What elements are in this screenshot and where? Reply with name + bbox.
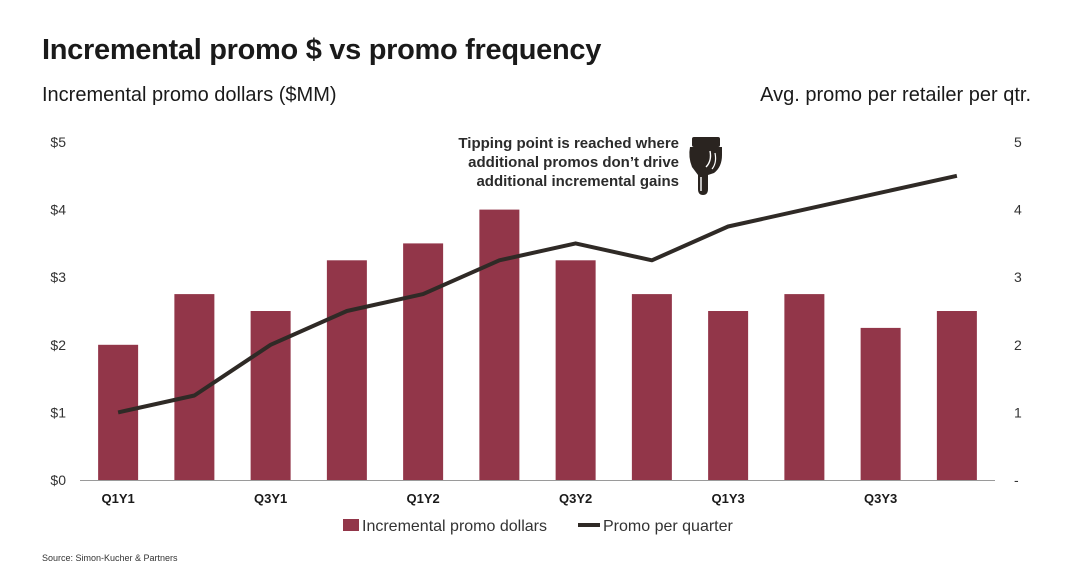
left-tick-label: $3: [50, 269, 66, 285]
right-axis-ticks: - 1 2 3 4 5: [1014, 134, 1022, 488]
bar-Q1Y3: [708, 311, 749, 480]
bar-Q2Y2: [479, 209, 520, 480]
right-tick-label: 1: [1014, 404, 1022, 420]
source-note: Source: Simon-Kucher & Partners: [42, 553, 178, 563]
annotation-line-2: additional promos don’t drive: [468, 154, 679, 171]
bar-Q3Y1: [250, 311, 291, 480]
x-tick-label: Q3Y1: [254, 491, 287, 506]
bar-Q4Y1: [326, 260, 367, 480]
x-tick-label: Q3Y2: [559, 491, 592, 506]
x-tick-label: Q1Y1: [102, 491, 135, 506]
pointing-hand-icon: [689, 137, 722, 195]
legend-swatch-bars: [343, 519, 359, 531]
x-tick-label: Q1Y2: [407, 491, 440, 506]
x-axis-ticks: Q1Y1 Q3Y1 Q1Y2 Q3Y2 Q1Y3 Q3Y3: [102, 491, 898, 506]
right-axis-title: Avg. promo per retailer per qtr.: [760, 84, 1031, 106]
left-tick-label: $2: [50, 337, 66, 353]
left-tick-label: $4: [50, 202, 66, 218]
bar-Q2Y3: [784, 294, 825, 480]
annotation-line-1: Tipping point is reached where: [458, 135, 679, 152]
right-tick-label: 4: [1014, 202, 1022, 218]
line-series: [117, 173, 958, 415]
bar-Q4Y2: [631, 294, 672, 480]
left-tick-label: $1: [50, 404, 66, 420]
right-tick-label: -: [1014, 472, 1019, 488]
x-tick-label: Q3Y3: [864, 491, 897, 506]
legend-label-line: Promo per quarter: [603, 518, 734, 535]
left-tick-label: $5: [50, 134, 66, 150]
bar-Q3Y2: [555, 260, 596, 480]
right-tick-label: 5: [1014, 134, 1022, 150]
chart-title: Incremental promo $ vs promo frequency: [42, 34, 602, 66]
right-tick-label: 3: [1014, 269, 1022, 285]
left-axis-ticks: $0 $1 $2 $3 $4 $5: [50, 134, 66, 488]
x-tick-label: Q1Y3: [712, 491, 745, 506]
left-axis-title: Incremental promo dollars ($MM): [42, 84, 337, 106]
left-tick-label: $0: [50, 472, 66, 488]
bar-Q3Y3: [860, 327, 901, 480]
annotation: Tipping point is reached where additiona…: [458, 135, 722, 195]
legend: Incremental promo dollars Promo per quar…: [343, 518, 734, 535]
bar-series: [98, 209, 977, 480]
bar-Q1Y2: [403, 243, 444, 480]
right-tick-label: 2: [1014, 337, 1022, 353]
annotation-line-3: additional incremental gains: [476, 173, 679, 190]
legend-label-bars: Incremental promo dollars: [362, 518, 547, 535]
bar-Q4Y3: [936, 311, 977, 480]
